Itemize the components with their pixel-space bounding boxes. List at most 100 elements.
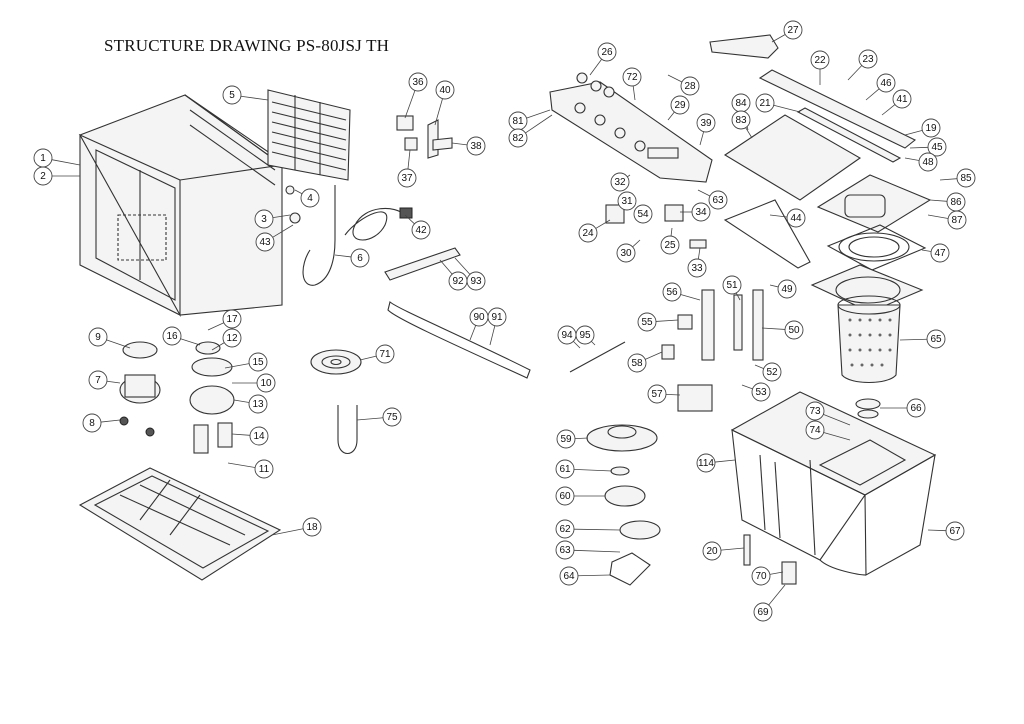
- part-callout: 69: [753, 602, 773, 622]
- callout-circle: [696, 113, 716, 133]
- callout-leader: [51, 159, 81, 166]
- callout-circle: [708, 190, 728, 210]
- timer-part: [664, 204, 684, 222]
- callout-number: 1: [40, 153, 46, 164]
- callout-leader: [670, 227, 673, 237]
- callout-circle: [696, 453, 716, 473]
- callout-leader: [231, 433, 251, 436]
- part-callout: 85: [956, 168, 976, 188]
- callout-number: 47: [934, 248, 946, 259]
- wash-motor-group: [119, 341, 161, 437]
- callout-circle: [777, 279, 797, 299]
- callout-number: 8: [89, 418, 95, 429]
- leader-lines: [51, 34, 958, 606]
- callout-leader: [927, 529, 947, 532]
- callout-circle: [751, 382, 771, 402]
- callout-circle: [256, 373, 276, 393]
- pulsator: [310, 349, 362, 375]
- callout-leader: [632, 85, 636, 101]
- callout-number: 83: [735, 115, 747, 126]
- callout-leader: [407, 149, 411, 170]
- part-callout: 72: [622, 67, 642, 87]
- part-callout: 54: [633, 204, 653, 224]
- washer-ring: [610, 466, 630, 476]
- callout-number: 16: [166, 331, 178, 342]
- callout-number: 21: [759, 98, 771, 109]
- callout-number: 72: [626, 72, 638, 83]
- callout-circle: [248, 352, 268, 372]
- callout-leader: [680, 294, 701, 301]
- callout-circle: [375, 344, 395, 364]
- callout-number: 70: [755, 571, 767, 582]
- callout-number: 18: [306, 522, 318, 533]
- callout-circle: [300, 188, 320, 208]
- callout-number: 11: [259, 464, 270, 475]
- part-callout: 24: [578, 223, 598, 243]
- callout-circle: [906, 398, 926, 418]
- callout-circle: [784, 320, 804, 340]
- callout-circle: [559, 566, 579, 586]
- callout-circle: [647, 384, 667, 404]
- part-callout: 43: [255, 232, 275, 252]
- callout-number: 85: [960, 173, 972, 184]
- callout-leader: [823, 432, 851, 441]
- part-callout: 66: [906, 398, 926, 418]
- callout-number: 45: [931, 142, 943, 153]
- callout-leader: [735, 292, 741, 301]
- part-callout: 48: [918, 152, 938, 172]
- brake-lever: [752, 289, 764, 361]
- callout-circle: [755, 93, 775, 113]
- callout-leader: [404, 90, 416, 119]
- clip-part: [689, 239, 707, 249]
- callout-number: 48: [922, 157, 934, 168]
- part-callout: 12: [222, 328, 242, 348]
- callout-number: 4: [307, 193, 313, 204]
- part-callout: 84: [731, 93, 751, 113]
- callout-leader: [769, 214, 788, 218]
- callout-leader: [334, 254, 352, 258]
- spring-rod: [733, 294, 743, 351]
- callout-number: 2: [40, 171, 46, 182]
- callout-number: 36: [412, 77, 424, 88]
- callout-leader: [909, 146, 929, 149]
- part-callout: 44: [786, 208, 806, 228]
- callout-circle: [254, 459, 274, 479]
- part-callout: 19: [921, 118, 941, 138]
- callout-leader: [272, 224, 294, 238]
- callout-number: 51: [726, 280, 738, 291]
- part-callout: 42: [411, 220, 431, 240]
- callout-leader: [356, 417, 384, 421]
- part-callout: 86: [946, 192, 966, 212]
- callout-leader: [233, 399, 250, 403]
- callout-circle: [617, 191, 637, 211]
- part-callout: 56: [662, 282, 682, 302]
- callout-circle: [633, 204, 653, 224]
- callout-leader: [771, 34, 786, 43]
- diagram-title: STRUCTURE DRAWING PS-80JSJ TH: [104, 36, 390, 55]
- callout-number: 37: [401, 173, 413, 184]
- callout-circle: [762, 362, 782, 382]
- callout-number: 74: [809, 425, 821, 436]
- callout-circle: [435, 80, 455, 100]
- timer-part: [605, 204, 625, 224]
- callout-leader: [741, 384, 753, 390]
- timer-knob: [603, 86, 615, 98]
- callout-number: 31: [621, 196, 633, 207]
- part-callout: 20: [702, 541, 722, 561]
- callout-leader: [454, 257, 471, 275]
- callout-circle: [945, 521, 965, 541]
- latch-part: [677, 314, 693, 330]
- callout-leader: [720, 547, 745, 551]
- drive-belt: [609, 552, 651, 586]
- callout-leader: [211, 342, 225, 351]
- callout-circle: [88, 370, 108, 390]
- callout-number: 27: [787, 25, 799, 36]
- part-callout: 83: [731, 110, 751, 130]
- callout-leader: [697, 247, 701, 260]
- callout-circle: [753, 602, 773, 622]
- callout-circle: [876, 73, 896, 93]
- callout-number: 5: [229, 90, 235, 101]
- part-callout: 55: [637, 312, 657, 332]
- callout-number: 57: [651, 389, 663, 400]
